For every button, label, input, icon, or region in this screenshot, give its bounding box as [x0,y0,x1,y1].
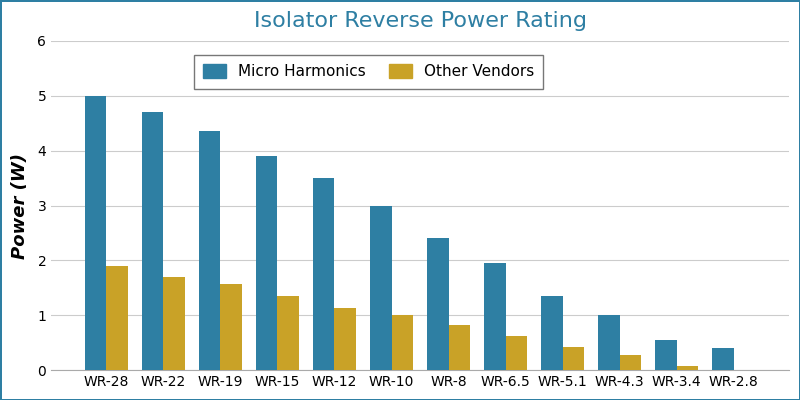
Bar [334,308,356,370]
Bar [677,366,698,370]
Bar [313,178,334,370]
Y-axis label: Power (W): Power (W) [11,152,29,258]
Bar [370,206,391,370]
Bar [427,238,449,370]
Bar [598,315,620,370]
Bar [655,340,677,370]
Bar [449,325,470,370]
Bar [85,96,106,370]
Bar [620,355,642,370]
Bar [562,347,584,370]
Bar [278,296,299,370]
Bar [221,284,242,370]
Bar [541,296,562,370]
Bar [256,156,278,370]
Bar [484,263,506,370]
Bar [142,112,163,370]
Bar [198,132,221,370]
Bar [391,315,413,370]
Bar [712,348,734,370]
Bar [506,336,527,370]
Bar [106,266,128,370]
Bar [163,277,185,370]
Legend: Micro Harmonics, Other Vendors: Micro Harmonics, Other Vendors [194,55,543,89]
Title: Isolator Reverse Power Rating: Isolator Reverse Power Rating [254,11,586,31]
